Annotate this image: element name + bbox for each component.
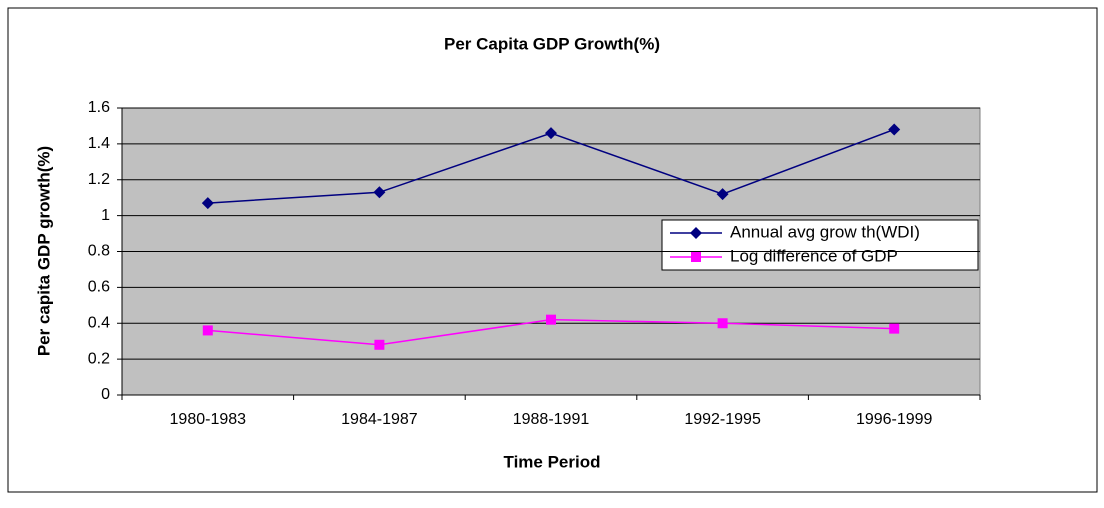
point bbox=[202, 325, 213, 336]
y-axis-title: Per capita GDP growth(%) bbox=[34, 146, 53, 356]
y-tick-label: 1 bbox=[101, 207, 110, 224]
point bbox=[201, 197, 214, 210]
point bbox=[716, 188, 729, 201]
y-tick-label: 0.4 bbox=[88, 314, 110, 331]
x-tick-label: 1980-1983 bbox=[170, 411, 247, 428]
legend-label: Log difference of GDP bbox=[730, 246, 898, 265]
point bbox=[889, 323, 900, 334]
x-axis-title: Time Period bbox=[504, 452, 601, 471]
x-tick-label: 1984-1987 bbox=[341, 411, 418, 428]
point bbox=[545, 127, 557, 140]
x-tick-label: 1988-1991 bbox=[513, 411, 590, 428]
y-tick-label: 1.4 bbox=[88, 135, 110, 152]
x-tick-label: 1992-1995 bbox=[684, 411, 761, 428]
x-tick-label: 1996-1999 bbox=[856, 411, 933, 428]
point bbox=[546, 314, 556, 325]
point bbox=[374, 339, 385, 350]
y-tick-label: 0.2 bbox=[88, 350, 110, 367]
legend-label: Annual avg grow th(WDI) bbox=[730, 222, 920, 241]
y-tick-label: 0.8 bbox=[88, 243, 110, 260]
point bbox=[373, 186, 386, 199]
y-tick-label: 1.6 bbox=[88, 99, 110, 116]
legend-marker bbox=[691, 252, 701, 262]
point bbox=[717, 318, 728, 329]
y-tick-label: 0 bbox=[101, 386, 110, 403]
point bbox=[888, 123, 901, 136]
legend-marker bbox=[690, 227, 702, 239]
chart-title: Per Capita GDP Growth(%) bbox=[444, 34, 660, 53]
y-tick-label: 1.2 bbox=[88, 171, 110, 188]
legend bbox=[661, 219, 979, 271]
y-tick-label: 0.6 bbox=[88, 279, 110, 296]
